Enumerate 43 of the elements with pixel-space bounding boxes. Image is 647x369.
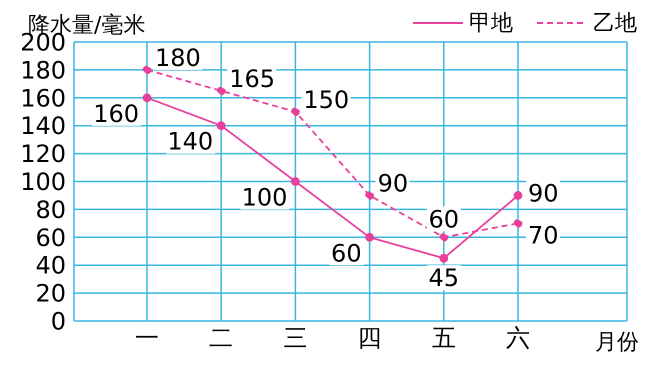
data-label: 165 <box>229 64 276 93</box>
y-tick-label: 100 <box>20 168 66 196</box>
point <box>365 191 374 200</box>
x-tick-label: 五 <box>432 324 456 352</box>
data-label: 90 <box>378 169 408 198</box>
point <box>291 177 300 186</box>
point <box>365 232 374 242</box>
data-label: 160 <box>93 100 139 128</box>
point <box>142 93 152 102</box>
point <box>142 66 152 74</box>
x-tick-label: 六 <box>506 324 530 352</box>
data-label: 60 <box>428 205 460 234</box>
y-tick-label: 20 <box>35 280 66 308</box>
legend-label: 乙地 <box>593 10 637 38</box>
data-label: 180 <box>155 44 201 72</box>
point <box>291 107 300 116</box>
data-label: 60 <box>331 239 362 268</box>
point <box>514 218 522 228</box>
x-tick-label: 三 <box>283 324 308 352</box>
y-tick-label: 0 <box>50 308 66 336</box>
y-tick-label: 60 <box>35 224 66 252</box>
data-label: 100 <box>242 184 288 212</box>
data-label: 45 <box>428 264 460 292</box>
y-tick-label: 40 <box>35 252 66 280</box>
point <box>514 191 522 200</box>
y-tick-label: 140 <box>20 112 66 140</box>
y-tick-label: 180 <box>20 56 66 84</box>
data-label: 90 <box>528 179 559 208</box>
point <box>216 86 226 96</box>
y-tick-label: 160 <box>20 84 66 112</box>
y-tick-label: 120 <box>20 140 66 168</box>
y-tick-label: 80 <box>35 196 66 224</box>
point <box>439 254 448 263</box>
x-tick-label: 四 <box>358 324 382 352</box>
x-tick-label: 二 <box>209 324 234 352</box>
data-label: 150 <box>303 86 350 114</box>
data-label: 140 <box>167 128 214 156</box>
x-axis-title: 月份 <box>595 329 639 357</box>
data-label: 70 <box>528 221 559 250</box>
x-tick-label: 一 <box>135 324 159 352</box>
legend-label: 甲地 <box>469 10 513 38</box>
point <box>216 121 226 130</box>
point <box>439 232 448 242</box>
